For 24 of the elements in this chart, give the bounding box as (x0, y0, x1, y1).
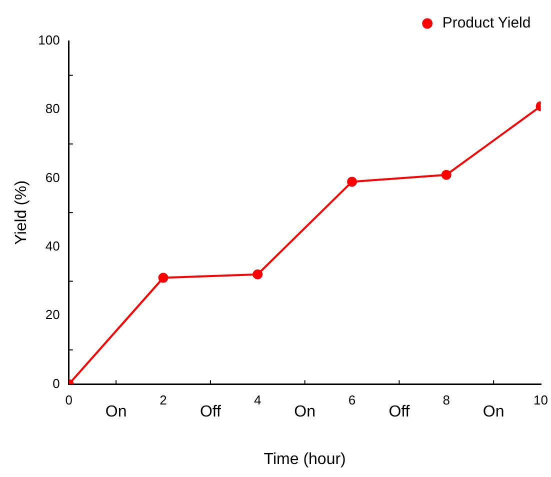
x-tick-label: 2 (160, 392, 167, 408)
text: Off (200, 404, 222, 421)
point (347, 176, 358, 187)
y-tick-label: 0 (52, 376, 60, 391)
point (441, 170, 452, 180)
x-tick-label: 0 (65, 392, 73, 408)
y-tick-label: 20 (45, 307, 60, 322)
y-tick-label: 40 (45, 238, 60, 254)
x-tick-label: 10 (534, 392, 548, 408)
text: Off (388, 404, 410, 421)
point (158, 272, 168, 283)
x-tick-label: 4 (254, 392, 262, 408)
y-tick-label: 60 (45, 170, 60, 185)
text: On (482, 404, 504, 421)
x-axis-title: Time (hour) (264, 450, 346, 468)
legend-label: Product Yield (442, 14, 531, 32)
text: On (294, 404, 316, 421)
x-tick-label: 8 (442, 392, 450, 408)
text: On (105, 404, 127, 421)
y-axis-title: Yield (%) (13, 180, 30, 245)
y-tick-label: 100 (38, 32, 60, 48)
y-tick-label: 80 (45, 101, 60, 116)
x-tick-label: 6 (348, 392, 356, 408)
point (252, 269, 263, 280)
